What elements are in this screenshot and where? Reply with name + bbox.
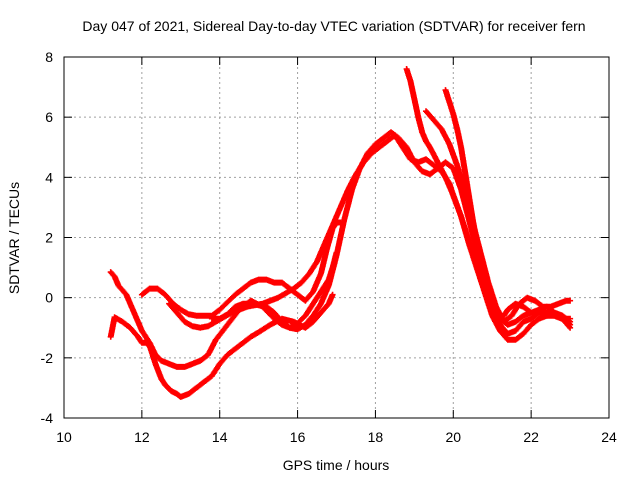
x-tick-label: 20 [445,429,461,445]
y-tick-label: 0 [45,290,53,306]
plot-frame [63,56,610,419]
x-tick-label: 10 [56,429,72,445]
y-tick-label: -4 [41,410,54,426]
y-tick-label: 8 [45,49,53,65]
series-track-2 [107,249,340,370]
y-tick-label: 4 [45,169,53,185]
x-tick-label: 16 [290,429,306,445]
grid [64,57,609,418]
x-tick-label: 18 [368,429,384,445]
series-track-7 [423,108,574,325]
series-track-8 [442,87,574,325]
x-tick-label: 14 [212,429,228,445]
x-tick-label: 22 [523,429,539,445]
series-track-3 [138,219,344,319]
y-tick-label: 2 [45,230,53,246]
y-tick-label: -2 [41,350,54,366]
x-tick-label: 24 [601,429,617,445]
y-axis-label: SDTVAR / TECUs [6,182,22,294]
data-series [107,66,574,400]
y-tick-label: 6 [45,109,53,125]
chart-title: Day 047 of 2021, Sidereal Day-to-day VTE… [82,18,585,34]
series-track-6 [403,66,574,343]
x-tick-label: 12 [134,429,150,445]
x-axis-label: GPS time / hours [283,457,390,473]
